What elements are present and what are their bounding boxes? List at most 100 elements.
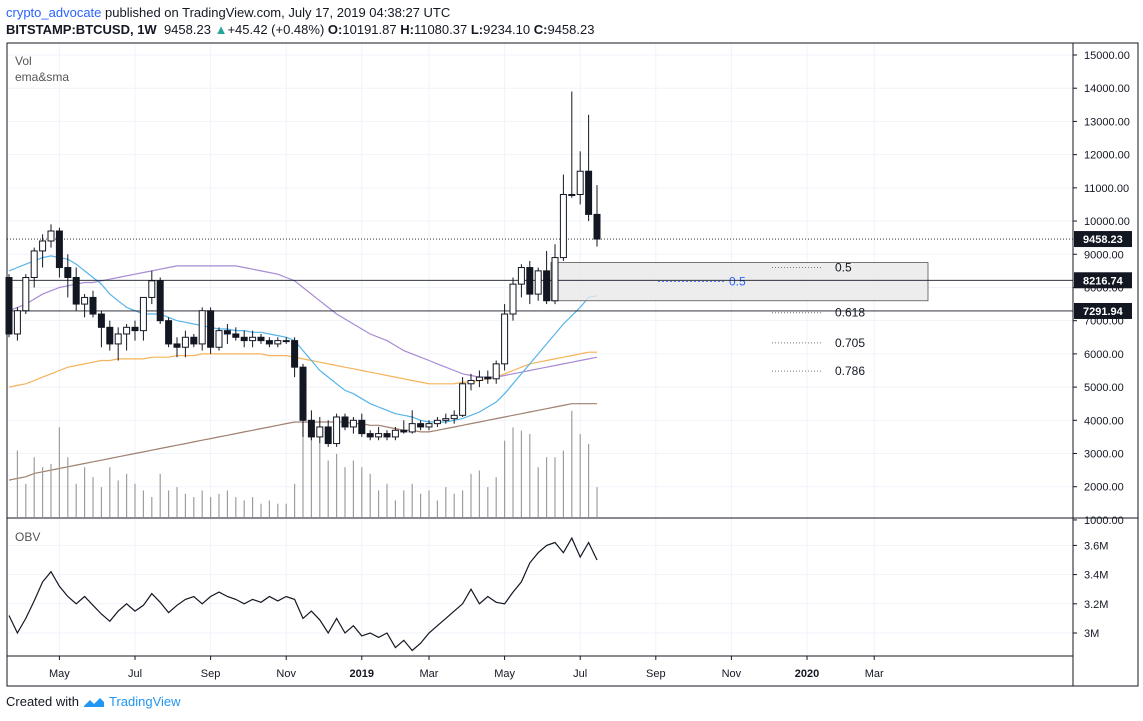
candle-up bbox=[509, 283, 517, 315]
volume-bar bbox=[411, 483, 413, 517]
volume-bar bbox=[109, 467, 111, 517]
candle-up bbox=[408, 423, 416, 433]
candle-up bbox=[517, 267, 525, 285]
candle-up bbox=[81, 296, 89, 305]
candle-down bbox=[207, 310, 215, 348]
candle-down bbox=[232, 333, 240, 338]
candle-down bbox=[593, 213, 601, 240]
candle-up bbox=[501, 313, 509, 365]
volume-bar bbox=[520, 430, 522, 517]
volume-bar bbox=[504, 440, 506, 517]
volume-bar bbox=[268, 500, 270, 517]
chart-header: crypto_advocate published on TradingView… bbox=[6, 4, 1136, 38]
volume-bar bbox=[151, 497, 153, 517]
volume-bar bbox=[403, 490, 405, 517]
grid bbox=[7, 43, 1073, 656]
volume-bar bbox=[579, 433, 581, 517]
price-tag-label: 7291.94 bbox=[1083, 306, 1124, 318]
high-label: H: bbox=[400, 22, 414, 37]
candle-down bbox=[400, 429, 408, 433]
candle-up bbox=[534, 270, 542, 295]
candle-down bbox=[585, 170, 593, 215]
price-tick-label: 1000.00 bbox=[1084, 515, 1124, 527]
candle-up bbox=[475, 376, 483, 381]
candle-up bbox=[425, 423, 433, 428]
low-value: 9234.10 bbox=[483, 22, 531, 37]
candle-down bbox=[173, 343, 181, 348]
volume-bar bbox=[134, 483, 136, 517]
candle-up bbox=[13, 310, 21, 335]
candle-up bbox=[391, 429, 399, 438]
fib-box bbox=[550, 262, 929, 302]
volume-bar bbox=[243, 500, 245, 517]
ohlc-line: BITSTAMP:BTCUSD, 1W 9458.23 ▲+45.42 (+0.… bbox=[6, 21, 1136, 38]
volume-bar bbox=[58, 427, 60, 517]
candle-up bbox=[22, 277, 30, 312]
axes: 15000.00 14000.00 13000.00 12000.00 11000.00… bbox=[6, 42, 1139, 687]
close-value: 9458.23 bbox=[547, 22, 595, 37]
time-axis-box bbox=[6, 655, 1074, 687]
fib-level-label: 0.786 bbox=[835, 364, 865, 378]
fib-level-label: 0.5 bbox=[835, 261, 852, 275]
price-tag bbox=[1074, 272, 1132, 289]
volume-bar bbox=[168, 490, 170, 517]
footer: Created with TradingView bbox=[6, 694, 181, 709]
volume-bar bbox=[67, 457, 69, 517]
candle-down bbox=[5, 277, 13, 335]
volume-bar bbox=[378, 490, 380, 517]
volume-bar bbox=[100, 487, 102, 517]
time-tick-label: Sep bbox=[646, 668, 666, 680]
volume-bar bbox=[571, 410, 573, 517]
time-tick-label: Jul bbox=[573, 668, 587, 680]
plot-border bbox=[6, 42, 1074, 657]
price-tick-label: 3000.00 bbox=[1084, 449, 1124, 461]
obv-tick-label: 3.6M bbox=[1084, 540, 1108, 552]
volume-bar bbox=[394, 500, 396, 517]
ema-sma-pane-label: ema&sma bbox=[15, 70, 70, 84]
obv-tick-label: 3.4M bbox=[1084, 570, 1108, 582]
candle-up bbox=[349, 419, 357, 428]
author-link[interactable]: crypto_advocate bbox=[6, 5, 102, 20]
candle-up bbox=[559, 193, 567, 259]
candle-down bbox=[543, 270, 551, 302]
price-tick-label: 11000.00 bbox=[1084, 183, 1129, 195]
candle-down bbox=[55, 230, 63, 269]
volume-bar bbox=[252, 497, 254, 517]
volume-bar bbox=[277, 503, 279, 517]
candle-up bbox=[551, 257, 559, 302]
price-tick-label: 12000.00 bbox=[1084, 150, 1130, 162]
candle-down bbox=[257, 336, 265, 342]
time-tick-label: May bbox=[49, 668, 70, 680]
price-axis-box bbox=[1072, 42, 1139, 687]
tradingview-brand[interactable]: TradingView bbox=[108, 694, 181, 709]
candle-down bbox=[358, 419, 366, 435]
candle-down bbox=[307, 419, 315, 438]
volume-bar bbox=[361, 467, 363, 517]
time-tick-label: 2019 bbox=[350, 668, 374, 680]
volume-bar bbox=[478, 470, 480, 517]
volume-bar bbox=[436, 500, 438, 517]
volume-bar bbox=[176, 487, 178, 517]
candle-down bbox=[417, 423, 425, 428]
volume-bar bbox=[310, 430, 312, 517]
candle-down bbox=[299, 366, 307, 421]
volume-bar bbox=[294, 483, 296, 517]
price-tick-label: 5000.00 bbox=[1084, 382, 1124, 394]
time-tick-label: Jul bbox=[128, 668, 142, 680]
candle-up bbox=[375, 433, 383, 438]
candle-down bbox=[484, 376, 492, 380]
volume-bar bbox=[512, 427, 514, 517]
volume-bar bbox=[336, 453, 338, 517]
fib-level-label: 0.618 bbox=[835, 306, 865, 320]
price-tag-label: 8216.74 bbox=[1083, 275, 1124, 287]
candle-down bbox=[240, 336, 248, 342]
time-tick-label: Mar bbox=[865, 668, 884, 680]
volume-bar bbox=[218, 493, 220, 517]
volume-bar bbox=[184, 493, 186, 517]
volume-bar bbox=[428, 490, 430, 517]
ema50-line bbox=[8, 265, 598, 378]
candle-down bbox=[291, 340, 299, 368]
volume-bar bbox=[529, 433, 531, 517]
candle-up bbox=[47, 230, 55, 242]
